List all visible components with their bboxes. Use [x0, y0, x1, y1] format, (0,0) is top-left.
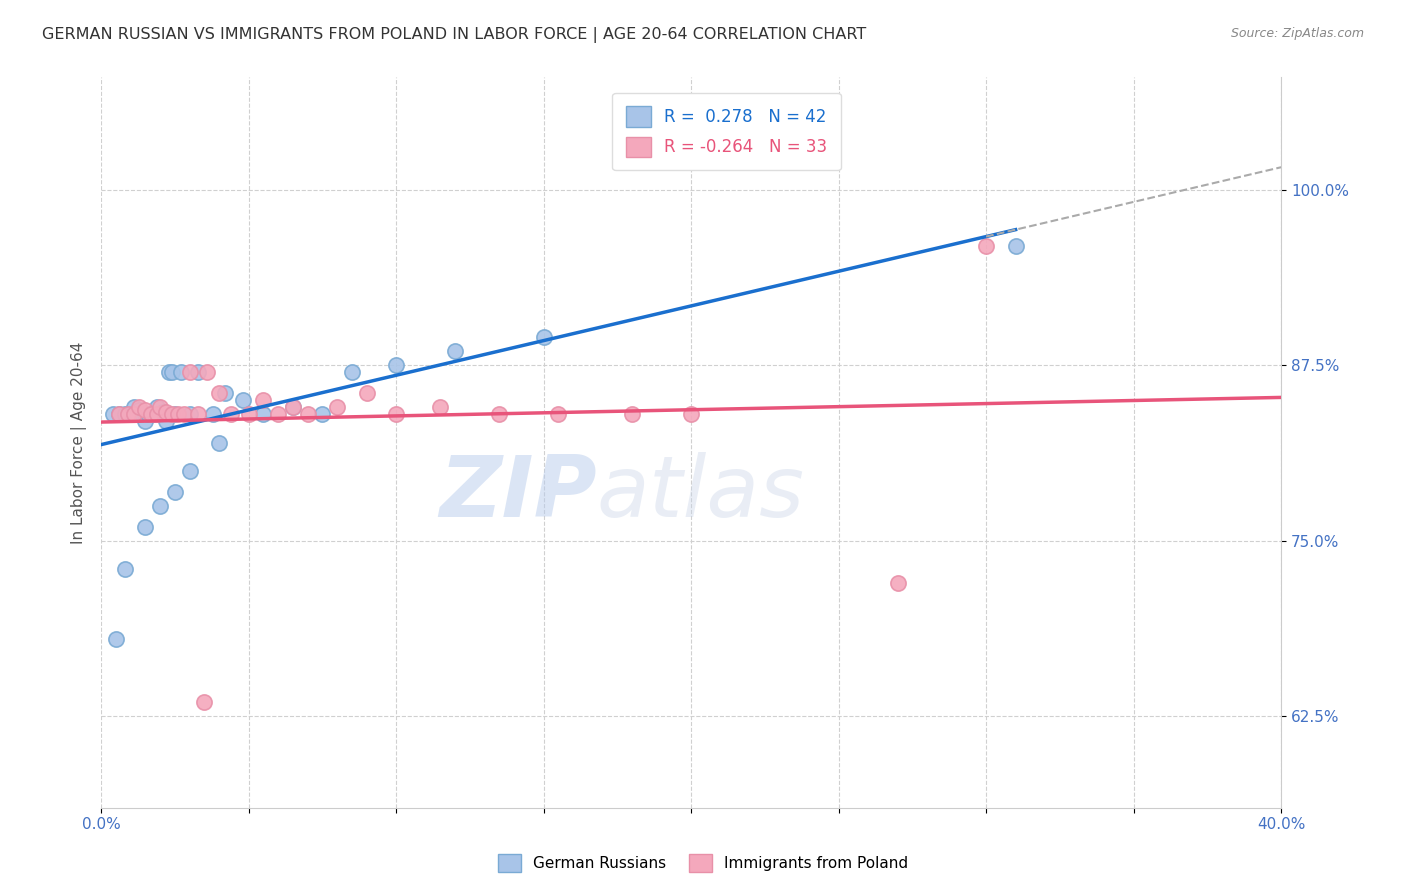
- Point: [621, 408, 644, 422]
- Point: [232, 393, 254, 408]
- Point: [547, 408, 569, 422]
- Point: [195, 365, 218, 379]
- Point: [488, 408, 510, 422]
- Legend: German Russians, Immigrants from Poland: German Russians, Immigrants from Poland: [491, 846, 915, 880]
- Point: [104, 632, 127, 647]
- Point: [179, 464, 201, 478]
- Text: ZIP: ZIP: [439, 452, 596, 535]
- Point: [208, 435, 231, 450]
- Point: [170, 365, 193, 379]
- Point: [252, 408, 274, 422]
- Point: [974, 239, 997, 253]
- Point: [429, 401, 451, 415]
- Point: [149, 401, 172, 415]
- Point: [356, 386, 378, 401]
- Point: [179, 408, 201, 422]
- Point: [120, 408, 142, 422]
- Point: [444, 344, 467, 359]
- Point: [340, 365, 363, 379]
- Point: [141, 408, 163, 422]
- Point: [297, 408, 319, 422]
- Point: [134, 403, 156, 417]
- Point: [136, 408, 159, 422]
- Point: [281, 401, 304, 415]
- Point: [149, 499, 172, 513]
- Point: [252, 393, 274, 408]
- Point: [149, 408, 172, 422]
- Legend: R =  0.278   N = 42, R = -0.264   N = 33: R = 0.278 N = 42, R = -0.264 N = 33: [613, 93, 841, 170]
- Point: [128, 403, 150, 417]
- Point: [166, 408, 188, 422]
- Point: [157, 365, 180, 379]
- Y-axis label: In Labor Force | Age 20-64: In Labor Force | Age 20-64: [72, 342, 87, 544]
- Point: [114, 408, 136, 422]
- Text: GERMAN RUSSIAN VS IMMIGRANTS FROM POLAND IN LABOR FORCE | AGE 20-64 CORRELATION : GERMAN RUSSIAN VS IMMIGRANTS FROM POLAND…: [42, 27, 866, 43]
- Point: [187, 408, 209, 422]
- Point: [326, 401, 349, 415]
- Point: [114, 562, 136, 576]
- Point: [143, 408, 166, 422]
- Point: [267, 408, 290, 422]
- Point: [160, 365, 183, 379]
- Point: [117, 408, 139, 422]
- Point: [134, 408, 156, 422]
- Point: [134, 415, 156, 429]
- Point: [187, 365, 209, 379]
- Point: [1004, 239, 1026, 253]
- Point: [681, 408, 703, 422]
- Point: [146, 401, 169, 415]
- Point: [146, 408, 169, 422]
- Text: Source: ZipAtlas.com: Source: ZipAtlas.com: [1230, 27, 1364, 40]
- Point: [131, 408, 153, 422]
- Point: [141, 408, 163, 422]
- Point: [155, 405, 177, 419]
- Point: [208, 386, 231, 401]
- Point: [134, 520, 156, 534]
- Point: [385, 359, 408, 373]
- Point: [122, 401, 145, 415]
- Point: [108, 408, 131, 422]
- Point: [155, 415, 177, 429]
- Point: [202, 408, 225, 422]
- Point: [108, 408, 131, 422]
- Point: [214, 386, 236, 401]
- Point: [385, 408, 408, 422]
- Point: [311, 408, 333, 422]
- Point: [533, 330, 555, 344]
- Point: [117, 408, 139, 422]
- Point: [163, 484, 186, 499]
- Point: [101, 408, 124, 422]
- Point: [886, 576, 908, 591]
- Point: [173, 408, 195, 422]
- Point: [193, 695, 215, 709]
- Point: [160, 408, 183, 422]
- Point: [125, 408, 148, 422]
- Point: [281, 401, 304, 415]
- Point: [238, 408, 260, 422]
- Point: [163, 408, 186, 422]
- Point: [219, 408, 242, 422]
- Point: [179, 365, 201, 379]
- Point: [128, 401, 150, 415]
- Point: [122, 408, 145, 422]
- Point: [152, 405, 174, 419]
- Text: atlas: atlas: [596, 452, 804, 535]
